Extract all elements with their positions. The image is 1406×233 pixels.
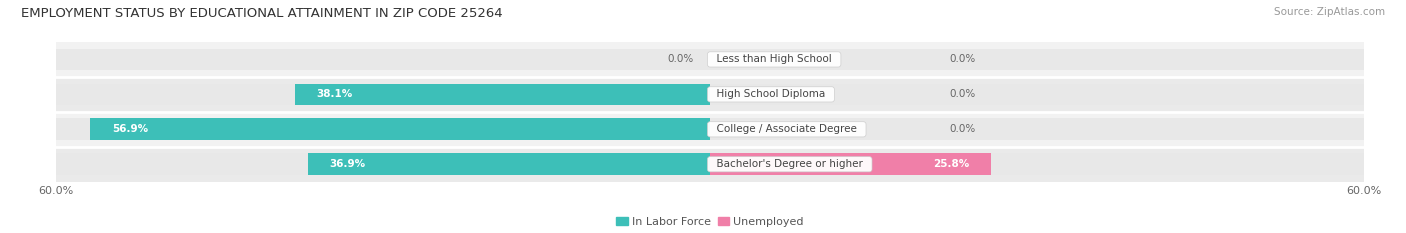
Bar [56,147,1364,182]
Text: College / Associate Degree: College / Associate Degree [710,124,863,134]
Bar [56,112,1364,147]
Text: 0.0%: 0.0% [668,55,693,64]
Text: Less than High School: Less than High School [710,55,838,64]
Text: Source: ZipAtlas.com: Source: ZipAtlas.com [1274,7,1385,17]
Text: 0.0%: 0.0% [950,124,976,134]
Bar [56,118,1364,140]
Text: 25.8%: 25.8% [934,159,969,169]
Bar [308,153,710,175]
Bar [710,153,991,175]
Text: 0.0%: 0.0% [950,89,976,99]
Text: 0.0%: 0.0% [950,55,976,64]
Text: 36.9%: 36.9% [330,159,366,169]
Bar [56,42,1364,77]
Legend: In Labor Force, Unemployed: In Labor Force, Unemployed [612,212,808,231]
Bar [56,83,1364,105]
Bar [295,83,710,105]
Text: EMPLOYMENT STATUS BY EDUCATIONAL ATTAINMENT IN ZIP CODE 25264: EMPLOYMENT STATUS BY EDUCATIONAL ATTAINM… [21,7,503,20]
Text: 38.1%: 38.1% [316,89,353,99]
Text: High School Diploma: High School Diploma [710,89,832,99]
Bar [56,77,1364,112]
Text: 56.9%: 56.9% [112,124,148,134]
Bar [56,49,1364,70]
Bar [90,118,710,140]
Bar [56,153,1364,175]
Text: Bachelor's Degree or higher: Bachelor's Degree or higher [710,159,869,169]
